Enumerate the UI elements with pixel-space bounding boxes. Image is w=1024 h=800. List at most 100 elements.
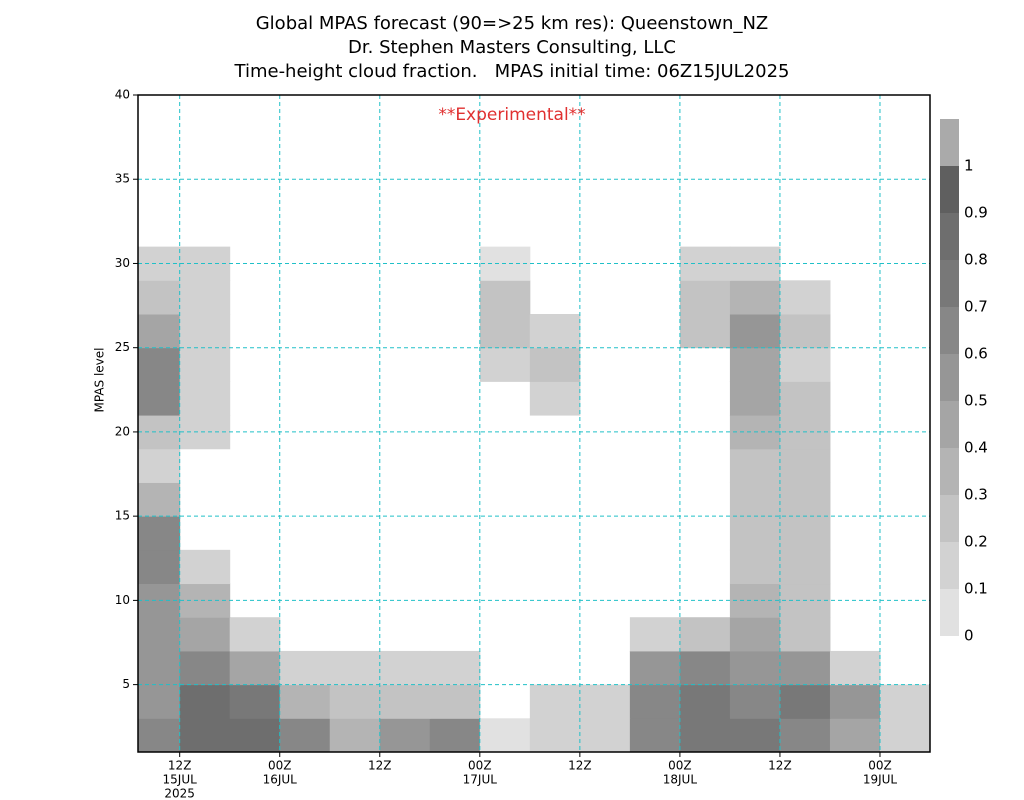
x-tick-label: 00Z	[468, 759, 492, 773]
cell	[379, 684, 431, 719]
cell	[729, 718, 781, 752]
chart-title: Global MPAS forecast (90=>25 km res): Qu…	[256, 13, 769, 34]
cell	[138, 314, 181, 349]
cell	[729, 684, 781, 719]
colorbar-label: 0	[964, 627, 974, 645]
cell	[179, 650, 231, 686]
cell	[379, 718, 431, 752]
cell	[138, 482, 181, 517]
cell	[679, 650, 731, 686]
cell	[529, 347, 581, 382]
cell	[179, 314, 231, 349]
cell	[429, 684, 481, 719]
cell	[679, 684, 731, 719]
cell	[779, 650, 831, 686]
x-date-label: 15JUL	[163, 773, 198, 787]
colorbar-label: 0.5	[964, 392, 988, 410]
cell	[138, 448, 181, 483]
cell	[729, 280, 781, 315]
cell	[529, 381, 581, 416]
cell	[779, 347, 831, 382]
cell	[779, 448, 831, 483]
cell	[629, 617, 681, 652]
cell	[179, 617, 231, 652]
cell	[729, 482, 781, 517]
cell	[829, 684, 881, 719]
colorbar-label: 0.1	[964, 580, 988, 598]
x-tick-label: 00Z	[668, 759, 692, 773]
cell	[179, 280, 231, 315]
y-tick-label: 40	[115, 88, 130, 102]
cell	[138, 718, 181, 752]
cell	[329, 718, 381, 752]
x-year-label: 2025	[164, 787, 195, 800]
x-date-label: 18JUL	[663, 773, 698, 787]
y-tick-label: 30	[115, 256, 130, 270]
cell	[679, 617, 731, 652]
cell	[729, 516, 781, 551]
cell	[629, 718, 681, 752]
cell	[479, 347, 531, 382]
y-axis-label: MPAS level	[93, 348, 107, 413]
cell	[138, 516, 181, 551]
cell	[138, 381, 181, 416]
cell	[138, 650, 181, 686]
cell	[138, 347, 181, 382]
cell	[179, 381, 231, 416]
colorbar-swatch	[940, 166, 959, 213]
colorbar-swatch	[940, 495, 959, 542]
y-tick-label: 20	[115, 424, 130, 438]
cell	[279, 684, 331, 719]
cell	[529, 684, 581, 719]
cell	[779, 516, 831, 551]
cell	[479, 280, 531, 315]
cell	[779, 718, 831, 752]
cell	[229, 684, 281, 719]
y-tick-label: 25	[115, 340, 130, 354]
colorbar-label: 1	[964, 157, 974, 175]
cell	[579, 718, 631, 752]
y-tick-label: 5	[122, 677, 130, 691]
annotation: **Experimental**	[438, 105, 585, 125]
colorbar: 0 0.1 0.2 0.3 0.4 0.5 0.6 0.7 0.8 0.9 1	[940, 119, 988, 645]
cell	[138, 684, 181, 719]
cell	[729, 347, 781, 382]
colorbar-swatch	[940, 119, 959, 166]
x-tick-label: 12Z	[368, 759, 392, 773]
cell	[729, 549, 781, 585]
colorbar-label: 0.6	[964, 345, 988, 363]
cell	[279, 718, 331, 752]
cell	[179, 347, 231, 382]
chart-subtitle: Dr. Stephen Masters Consulting, LLC	[348, 37, 676, 58]
cell	[679, 314, 731, 349]
cell	[879, 718, 930, 752]
x-tick-label: 00Z	[268, 759, 292, 773]
cell	[779, 280, 831, 315]
colorbar-swatch	[940, 401, 959, 448]
colorbar-label: 0.9	[964, 204, 988, 222]
cell	[329, 684, 381, 719]
y-tick-label: 15	[115, 509, 130, 523]
field	[138, 246, 930, 752]
colorbar-label: 0.8	[964, 251, 988, 269]
cell	[329, 650, 381, 686]
cell	[729, 314, 781, 349]
x-date-label: 16JUL	[263, 773, 298, 787]
cell	[179, 718, 231, 752]
cell	[779, 482, 831, 517]
cell	[579, 684, 631, 719]
cell	[729, 650, 781, 686]
cell	[779, 381, 831, 416]
cell	[879, 684, 930, 719]
cell	[479, 314, 531, 349]
chart-subtitle: Time-height cloud fraction. MPAS initial…	[234, 61, 790, 82]
colorbar-swatch	[940, 542, 959, 589]
cell	[829, 650, 881, 686]
y-tick-label: 10	[115, 593, 130, 607]
colorbar-swatch	[940, 448, 959, 495]
x-tick-label: 12Z	[168, 759, 192, 773]
colorbar-label: 0.7	[964, 298, 988, 316]
cell	[779, 684, 831, 719]
